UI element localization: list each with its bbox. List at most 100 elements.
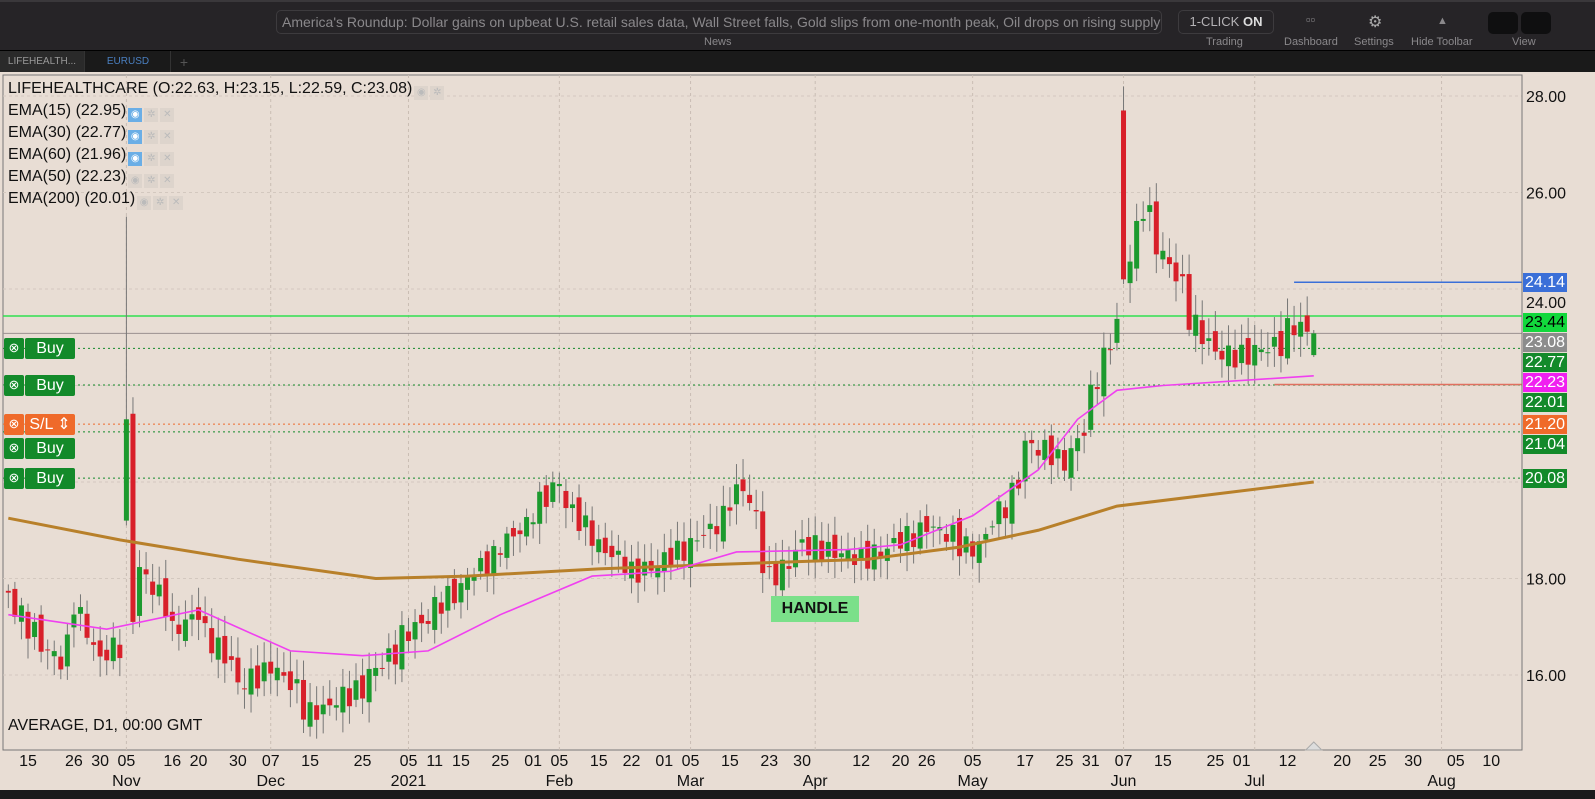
close-order-icon[interactable]: ⊗ bbox=[4, 338, 24, 360]
adjust-arrows-icon[interactable]: ⇕ bbox=[52, 416, 71, 434]
close-icon[interactable]: ✕ bbox=[160, 174, 175, 188]
candle-body bbox=[583, 515, 589, 528]
gear-icon[interactable]: ⚙ bbox=[1368, 14, 1383, 31]
close-icon[interactable]: ✕ bbox=[169, 196, 184, 210]
eye-icon[interactable]: ◉ bbox=[414, 86, 429, 100]
candle-body bbox=[878, 551, 884, 558]
candle-body bbox=[1199, 320, 1205, 345]
candle-body bbox=[1291, 325, 1297, 336]
triangle-up-icon[interactable]: ▲ bbox=[1437, 15, 1448, 27]
date-tick-label: 25 bbox=[354, 753, 372, 770]
order-label[interactable]: Buy bbox=[25, 468, 75, 490]
candle-body bbox=[589, 520, 595, 546]
plot-frame bbox=[2, 74, 1523, 751]
candle-body bbox=[753, 509, 759, 512]
candle-body bbox=[425, 620, 431, 624]
chart-canvas[interactable]: 28.00 26.00 24.00 18.00 16.00 15 26 30 05 16 20 30 0… bbox=[0, 72, 1595, 790]
buy-order[interactable]: ⊗ Buy bbox=[4, 338, 75, 360]
gear-icon[interactable]: ✲ bbox=[430, 86, 445, 100]
order-label[interactable]: Buy bbox=[25, 375, 75, 397]
candle-body bbox=[182, 619, 188, 641]
eye-icon[interactable]: ◉ bbox=[128, 152, 143, 166]
candle-body bbox=[858, 547, 864, 561]
candle-body bbox=[524, 517, 530, 537]
month-label: Aug bbox=[1427, 773, 1455, 790]
gear-icon[interactable]: ✲ bbox=[153, 196, 168, 210]
settings-button[interactable]: Settings bbox=[1354, 36, 1394, 48]
candle-body bbox=[379, 667, 385, 669]
one-click-trading-button[interactable]: 1-CLICK ON bbox=[1178, 10, 1274, 34]
hide-toolbar-button[interactable]: Hide Toolbar bbox=[1411, 36, 1473, 48]
eye-icon[interactable]: ◉ bbox=[128, 174, 143, 188]
order-label[interactable]: Buy bbox=[25, 438, 75, 460]
dashboard-button[interactable]: Dashboard bbox=[1284, 36, 1338, 48]
date-tick-label: 30 bbox=[1404, 753, 1422, 770]
candle-body bbox=[1304, 315, 1310, 332]
candle-body bbox=[530, 522, 536, 525]
candle-body bbox=[510, 528, 516, 537]
close-order-icon[interactable]: ⊗ bbox=[4, 375, 24, 397]
close-icon[interactable]: ✕ bbox=[160, 130, 175, 144]
buy-order[interactable]: ⊗ Buy bbox=[4, 438, 75, 460]
stop-loss-order[interactable]: ⊗ S/L ⇕ bbox=[4, 414, 75, 436]
view-split-vertical-button[interactable] bbox=[1488, 12, 1518, 34]
candle-body bbox=[806, 537, 812, 556]
candle-body bbox=[1239, 344, 1245, 364]
date-tick-label: 25 bbox=[491, 753, 509, 770]
dashboard-icon[interactable]: ▫▫ bbox=[1306, 12, 1316, 27]
date-tick-label: 05 bbox=[550, 753, 568, 770]
candle-body bbox=[727, 507, 733, 511]
eye-icon[interactable]: ◉ bbox=[137, 196, 152, 210]
gear-icon[interactable]: ✲ bbox=[144, 130, 159, 144]
candle-body bbox=[143, 569, 149, 575]
candle-body bbox=[629, 561, 635, 579]
candle-body bbox=[1278, 330, 1284, 357]
close-order-icon[interactable]: ⊗ bbox=[4, 438, 24, 460]
close-order-icon[interactable]: ⊗ bbox=[4, 468, 24, 490]
news-label: News bbox=[704, 36, 732, 48]
month-label: Dec bbox=[256, 773, 284, 790]
candle-body bbox=[12, 588, 18, 617]
month-label: Nov bbox=[112, 773, 140, 790]
gear-icon[interactable]: ✲ bbox=[144, 108, 159, 122]
date-tick-label: 15 bbox=[301, 753, 319, 770]
close-icon[interactable]: ✕ bbox=[160, 152, 175, 166]
candle-body bbox=[799, 539, 805, 543]
candle-body bbox=[733, 484, 739, 505]
candle-body bbox=[1232, 349, 1238, 368]
order-label[interactable]: S/L ⇕ bbox=[25, 414, 75, 436]
buy-order[interactable]: ⊗ Buy bbox=[4, 468, 75, 490]
add-tab-button[interactable]: + bbox=[179, 54, 189, 70]
gear-icon[interactable]: ✲ bbox=[144, 152, 159, 166]
candle-body bbox=[1002, 507, 1008, 519]
tab-eurusd[interactable]: EURUSD bbox=[86, 51, 171, 73]
news-ticker[interactable]: America's Roundup: Dollar gains on upbea… bbox=[276, 10, 1162, 34]
candle-body bbox=[392, 644, 398, 665]
candle-body bbox=[1101, 347, 1107, 397]
price-chart[interactable]: 28.00 26.00 24.00 18.00 16.00 15 26 30 05 16 20 30 0… bbox=[0, 72, 1595, 790]
candle-body bbox=[268, 661, 274, 674]
candle-body bbox=[1075, 438, 1081, 452]
candle-body bbox=[386, 648, 392, 662]
legend-indicator: EMA(15) (22.95) ◉ ✲ ✕ bbox=[8, 102, 175, 122]
date-tick-label: 20 bbox=[190, 753, 208, 770]
candle-body bbox=[484, 551, 490, 574]
eye-icon[interactable]: ◉ bbox=[128, 108, 143, 122]
close-order-icon[interactable]: ⊗ bbox=[4, 414, 24, 436]
date-tick-label: 26 bbox=[918, 753, 936, 770]
candle-body bbox=[25, 611, 31, 639]
date-tick-label: 05 bbox=[1447, 753, 1465, 770]
eye-icon[interactable]: ◉ bbox=[128, 130, 143, 144]
candle-body bbox=[123, 419, 129, 521]
date-tick-label: 30 bbox=[229, 753, 247, 770]
order-label[interactable]: Buy bbox=[25, 338, 75, 360]
view-split-horizontal-button[interactable] bbox=[1521, 12, 1551, 34]
buy-order[interactable]: ⊗ Buy bbox=[4, 375, 75, 397]
ema-long-line bbox=[8, 480, 1314, 581]
candle-body bbox=[222, 635, 228, 664]
candle-body bbox=[399, 625, 405, 670]
tab-lifehealthcare[interactable]: LIFEHEALTH... bbox=[0, 51, 85, 73]
gear-icon[interactable]: ✲ bbox=[144, 174, 159, 188]
close-icon[interactable]: ✕ bbox=[160, 108, 175, 122]
candle-body bbox=[104, 649, 110, 661]
